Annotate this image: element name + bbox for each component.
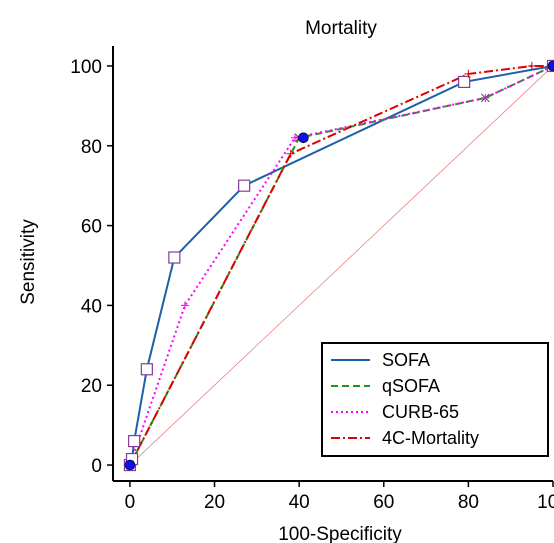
x-tick-label: 80 — [458, 492, 479, 513]
x-tick-label: 100 — [537, 492, 554, 513]
x-tick-label: 40 — [289, 492, 310, 513]
data-point-sofa — [128, 434, 141, 448]
axes: 0 20 40 60 80 100 0 20 40 60 80 100 — [70, 46, 554, 513]
data-point-sofa — [458, 75, 471, 89]
data-point-curb-65 — [481, 93, 490, 102]
highlight-point — [298, 132, 309, 144]
legend-label: CURB-65 — [382, 402, 459, 422]
legend: SOFA qSOFA CURB-65 4C-Mortality — [321, 342, 549, 457]
y-tick-label: 20 — [81, 376, 102, 397]
data-point-sofa — [238, 179, 251, 192]
y-tick-label: 0 — [91, 456, 102, 477]
legend-label: qSOFA — [382, 376, 440, 396]
data-point-4c-mortality — [286, 149, 295, 158]
y-tick-label: 80 — [81, 137, 102, 158]
x-tick-label: 0 — [125, 492, 136, 513]
data-point-sofa — [140, 363, 153, 376]
highlight-point — [547, 60, 554, 72]
plot-area — [123, 59, 554, 472]
y-tick-label: 100 — [70, 57, 102, 78]
chart-title: Mortality — [305, 18, 377, 39]
x-tick-label: 60 — [373, 492, 394, 513]
data-point-sofa — [168, 251, 181, 264]
y-tick-label: 40 — [81, 296, 102, 317]
data-point-4c-mortality — [464, 69, 473, 78]
data-point-4c-mortality — [527, 61, 536, 70]
x-tick-label: 20 — [204, 492, 225, 513]
data-point-curb-65 — [290, 133, 299, 142]
y-axis-title: Sensitivity — [18, 219, 39, 305]
reference-diagonal-line — [129, 65, 554, 466]
legend-label: SOFA — [382, 350, 430, 370]
data-point-curb-65 — [180, 301, 189, 310]
legend-box — [321, 342, 549, 457]
legend-label: 4C-Mortality — [382, 428, 479, 448]
highlight-point — [124, 459, 136, 471]
x-axis-title: 100-Specificity — [278, 524, 402, 543]
y-tick-label: 60 — [81, 217, 102, 238]
